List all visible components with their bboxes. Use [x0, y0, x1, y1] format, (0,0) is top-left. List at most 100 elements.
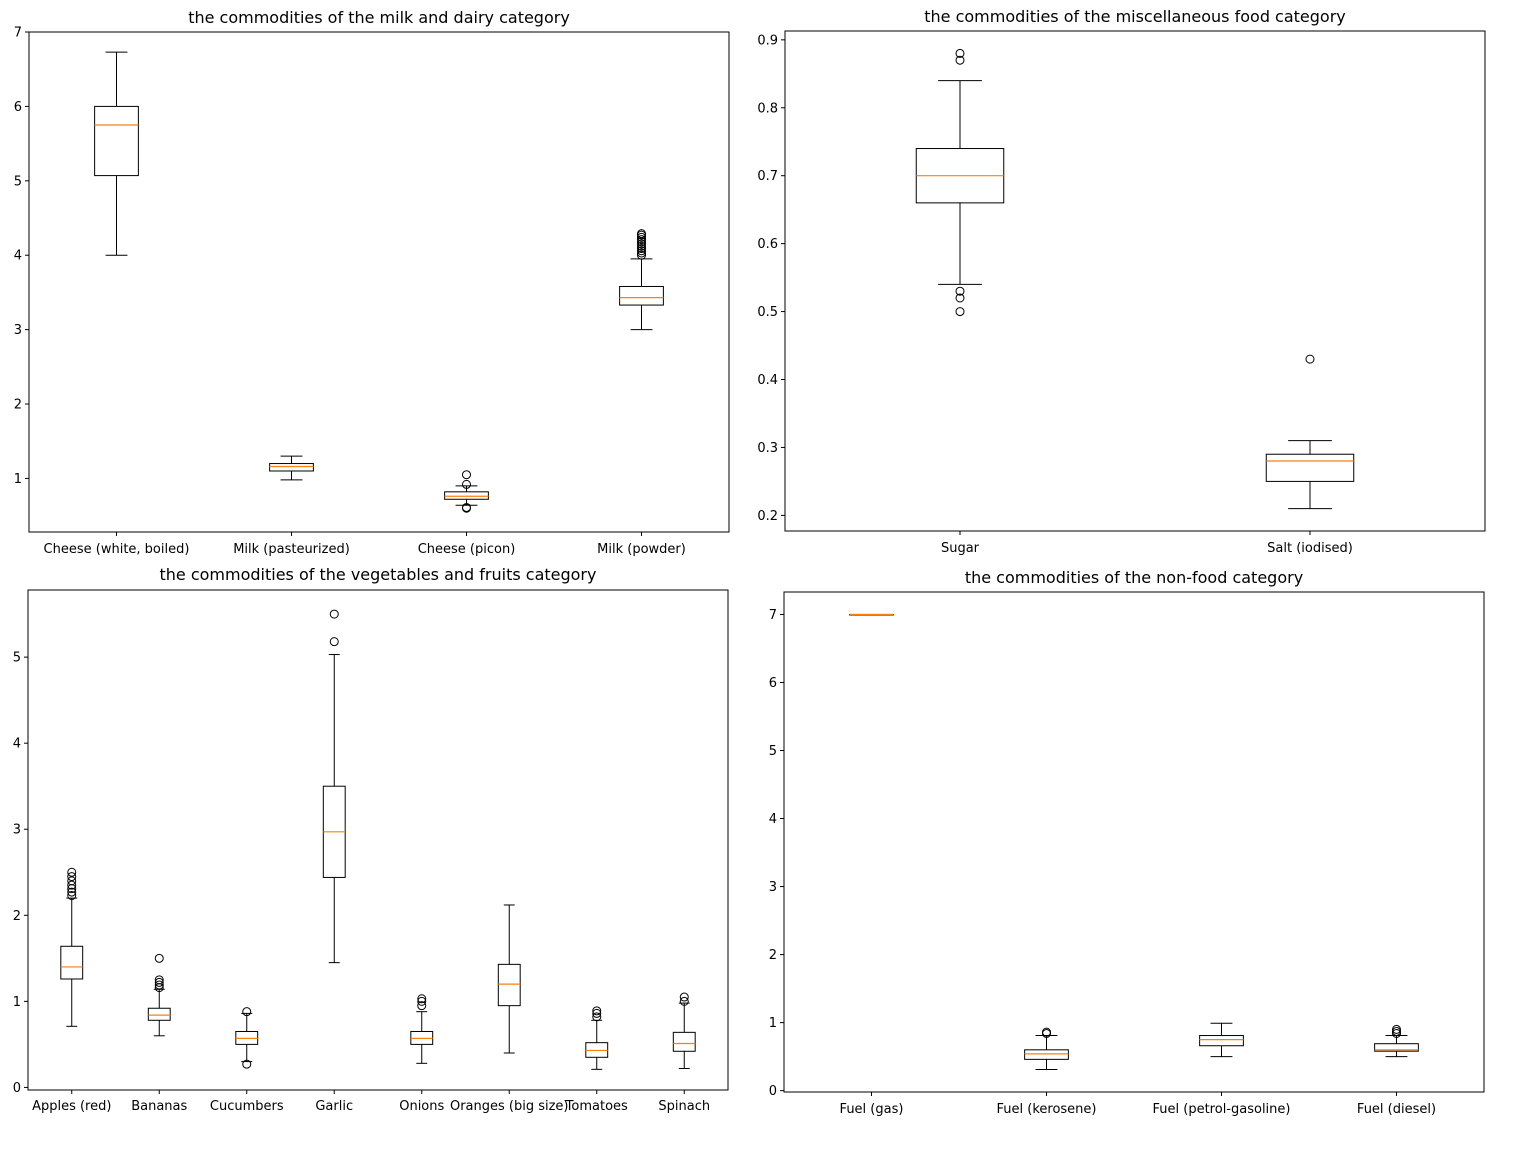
boxplot-item — [444, 470, 489, 513]
boxplot-item — [672, 992, 696, 1069]
y-tick-label: 2 — [769, 948, 777, 963]
outlier-point — [637, 235, 646, 245]
outlier-point — [637, 229, 646, 239]
chart-title: the commodities of the non-food category — [965, 568, 1303, 587]
outlier-point — [592, 1012, 602, 1022]
outlier-point — [329, 637, 339, 647]
boxplot-item — [585, 1006, 609, 1070]
x-tick-label: Onions — [399, 1099, 444, 1114]
outlier-point — [462, 470, 471, 480]
boxplot-item — [497, 904, 521, 1054]
outlier-point — [1392, 1024, 1401, 1034]
outlier-point — [955, 48, 965, 58]
y-tick-label: 3 — [14, 323, 22, 338]
outlier-point — [67, 880, 77, 890]
outlier-point — [1305, 354, 1315, 364]
y-tick-label: 0.4 — [757, 373, 778, 388]
chart-title: the commodities of the miscellaneous foo… — [924, 7, 1346, 26]
x-tick-label: Bananas — [131, 1099, 187, 1114]
axes-frame — [27, 589, 729, 1091]
outlier-point — [462, 479, 471, 489]
outlier-point — [154, 975, 164, 985]
boxplot-item — [410, 994, 434, 1064]
y-tick-label: 5 — [14, 174, 22, 189]
subplot-misc-food: the commodities of the miscellaneous foo… — [757, 7, 1486, 556]
outlier-point — [242, 1007, 252, 1017]
y-tick-label: 0.2 — [757, 509, 778, 524]
outlier-point — [637, 248, 646, 258]
y-tick-label: 0 — [13, 1081, 21, 1096]
axes-frame — [784, 30, 1486, 532]
outlier-point — [462, 502, 471, 512]
y-tick-label: 3 — [769, 880, 777, 895]
x-tick-label: Cheese (picon) — [418, 542, 516, 557]
axes-frame — [28, 31, 730, 533]
y-tick-label: 5 — [769, 744, 777, 759]
chart-title: the commodities of the milk and dairy ca… — [188, 8, 570, 27]
outlier-point — [67, 876, 77, 886]
x-tick-label: Salt (iodised) — [1267, 541, 1353, 556]
x-tick-label: Cucumbers — [210, 1099, 284, 1114]
outlier-point — [955, 307, 965, 317]
box-iqr — [147, 1007, 171, 1021]
outlier-point — [417, 996, 427, 1006]
subplot-milk-dairy: the commodities of the milk and dairy ca… — [14, 8, 730, 557]
outlier-point — [154, 977, 164, 987]
outlier-point — [955, 55, 965, 65]
chart-title: the commodities of the vegetables and fr… — [160, 565, 597, 584]
boxplot-item — [322, 609, 346, 964]
outlier-point — [67, 872, 77, 882]
y-tick-label: 6 — [14, 100, 22, 115]
outlier-point — [679, 992, 689, 1002]
outlier-point — [955, 293, 965, 303]
outlier-point — [592, 1008, 602, 1018]
boxplot-item — [235, 1007, 259, 1069]
y-tick-label: 0 — [769, 1084, 777, 1099]
x-tick-label: Fuel (gas) — [840, 1102, 904, 1117]
boxplot-item — [94, 51, 139, 256]
y-tick-label: 6 — [769, 676, 777, 691]
x-tick-label: Spinach — [658, 1099, 710, 1114]
y-tick-label: 0.7 — [757, 169, 778, 184]
box-iqr — [497, 963, 521, 1007]
outlier-point — [637, 232, 646, 242]
y-tick-label: 0.3 — [757, 441, 778, 456]
outlier-point — [154, 953, 164, 963]
y-tick-label: 2 — [14, 398, 22, 413]
boxplot-item — [60, 867, 84, 1027]
y-tick-label: 4 — [769, 812, 777, 827]
outlier-point — [955, 286, 965, 296]
subplot-vegetables-fruits: the commodities of the vegetables and fr… — [13, 565, 729, 1114]
x-tick-label: Fuel (kerosene) — [997, 1102, 1097, 1117]
boxplot-item — [1265, 354, 1355, 510]
subplot-non-food: the commodities of the non-food category… — [769, 568, 1485, 1117]
outlier-point — [592, 1006, 602, 1016]
box-iqr — [1374, 1043, 1419, 1052]
box-iqr — [672, 1031, 696, 1052]
box-iqr — [444, 491, 489, 500]
box-iqr — [60, 945, 84, 980]
boxplot-item — [915, 48, 1005, 317]
box-iqr — [269, 463, 314, 472]
outlier-point — [679, 996, 689, 1006]
outlier-point — [154, 980, 164, 990]
axes-frame — [783, 591, 1485, 1093]
boxplot-item — [1374, 1024, 1419, 1058]
outlier-point — [67, 867, 77, 877]
x-tick-label: Oranges (big size) — [450, 1099, 569, 1114]
y-tick-label: 0.6 — [757, 237, 778, 252]
outlier-point — [637, 244, 646, 254]
outlier-point — [67, 887, 77, 897]
y-tick-label: 7 — [14, 26, 22, 41]
boxplot-item — [269, 455, 314, 481]
boxplot-item — [619, 229, 664, 331]
outlier-point — [67, 891, 77, 901]
boxplot-item — [1024, 1027, 1069, 1071]
y-tick-label: 1 — [769, 1016, 777, 1031]
y-tick-label: 4 — [14, 249, 22, 264]
outlier-point — [329, 609, 339, 619]
y-tick-label: 5 — [13, 651, 21, 666]
x-tick-label: Tomatoes — [565, 1099, 628, 1114]
